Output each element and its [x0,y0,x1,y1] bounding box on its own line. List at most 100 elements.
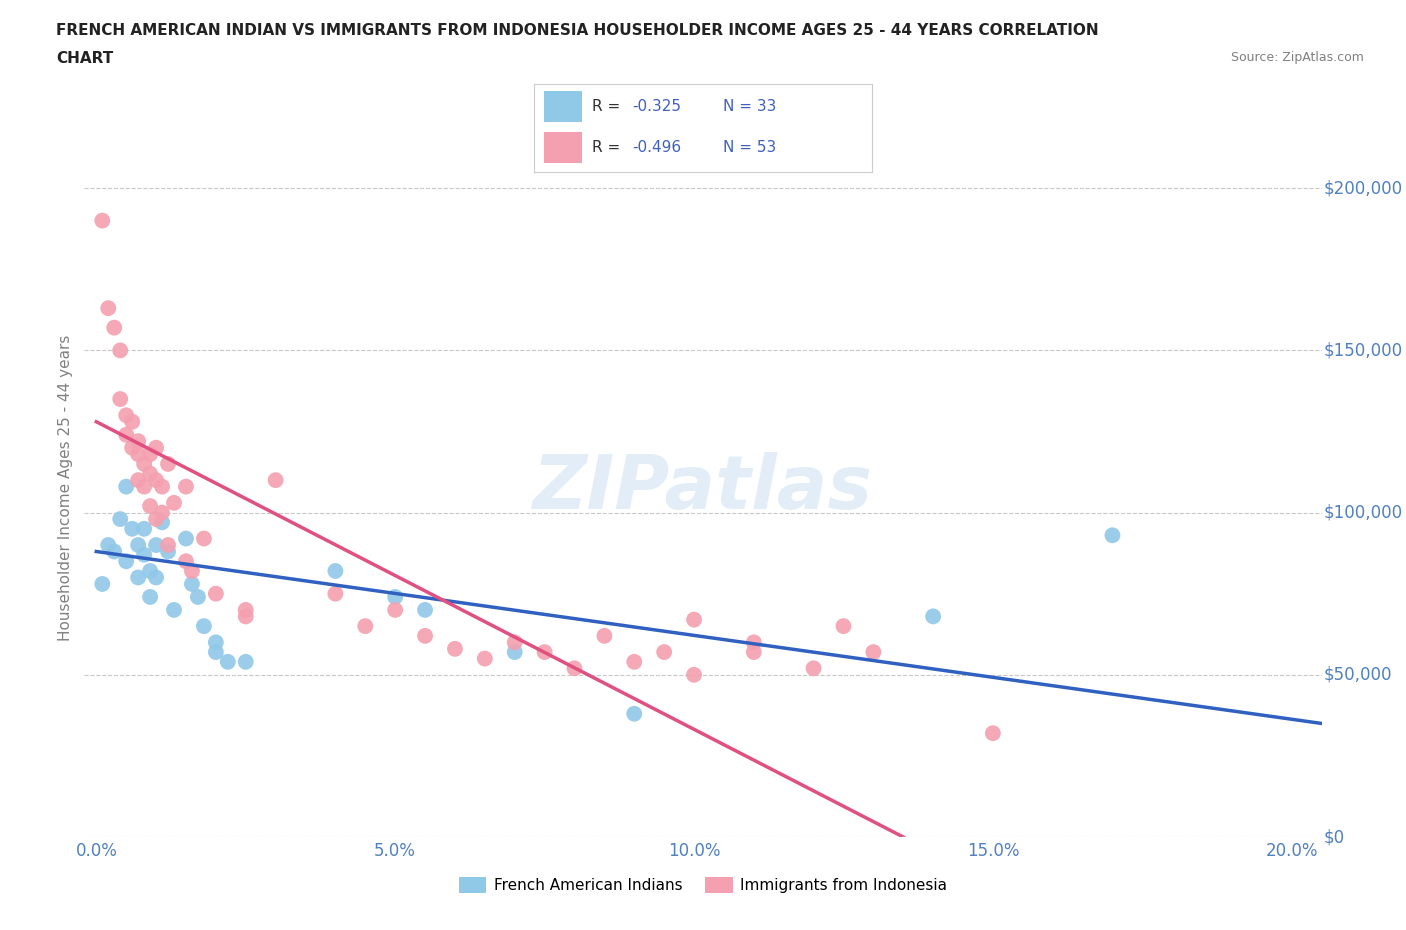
Point [235,603,257,618]
Text: N = 53: N = 53 [723,140,776,154]
Point [134,548,156,563]
Point [139,498,162,513]
Point [115,479,138,494]
Point [97,538,120,552]
Point [922,609,945,624]
Point [413,629,436,644]
Point [862,644,884,659]
Point [145,570,167,585]
Point [110,512,132,526]
Point [115,427,138,442]
Point [193,618,215,633]
Text: $100,000: $100,000 [1324,503,1403,522]
Point [145,440,167,455]
Point [742,644,765,659]
Bar [544,91,582,122]
Point [150,505,173,520]
Point [742,635,765,650]
Point [832,618,855,633]
Point [157,544,180,559]
Point [121,440,143,455]
Point [533,644,555,659]
Point [127,472,149,487]
Point [127,446,149,461]
Point [103,544,125,559]
Point [139,446,162,461]
Point [110,343,132,358]
Point [150,479,173,494]
Point [623,655,645,670]
Point [157,538,180,552]
Point [97,300,120,315]
Point [163,496,186,511]
Point [187,590,209,604]
Text: $200,000: $200,000 [1324,179,1403,197]
Point [139,590,162,604]
Point [145,472,167,487]
Point [325,586,347,601]
Point [134,522,156,537]
Text: CHART: CHART [56,51,114,66]
Point [145,512,167,526]
Point [103,320,125,335]
Point [163,603,186,618]
Point [593,629,616,644]
Point [384,590,406,604]
Bar [544,132,582,164]
Point [139,564,162,578]
Y-axis label: Householder Income Ages 25 - 44 years: Householder Income Ages 25 - 44 years [58,335,73,642]
Point [354,618,377,633]
Text: -0.325: -0.325 [633,99,681,113]
Point [217,655,239,670]
Point [127,570,149,585]
Point [384,603,406,618]
Legend: French American Indians, Immigrants from Indonesia: French American Indians, Immigrants from… [453,870,953,899]
Point [413,603,436,618]
Point [193,531,215,546]
Point [325,564,347,578]
Point [115,553,138,568]
Point [205,635,228,650]
Point [145,538,167,552]
Point [150,515,173,530]
Point [174,553,197,568]
Point [181,564,204,578]
Point [503,635,526,650]
Point [235,609,257,624]
Text: FRENCH AMERICAN INDIAN VS IMMIGRANTS FROM INDONESIA HOUSEHOLDER INCOME AGES 25 -: FRENCH AMERICAN INDIAN VS IMMIGRANTS FRO… [56,23,1099,38]
Point [1101,528,1123,543]
Point [121,414,143,429]
Point [174,531,197,546]
Point [91,213,114,228]
Point [110,392,132,406]
Point [121,522,143,537]
Point [127,433,149,448]
Point [803,661,825,676]
Point [134,479,156,494]
Point [115,408,138,423]
Point [264,472,287,487]
Point [444,642,467,657]
Point [503,644,526,659]
Point [564,661,586,676]
Point [652,644,675,659]
Text: $50,000: $50,000 [1324,666,1392,684]
Point [235,655,257,670]
Point [174,479,197,494]
Point [623,706,645,721]
Point [205,644,228,659]
Text: Source: ZipAtlas.com: Source: ZipAtlas.com [1230,51,1364,64]
Text: -0.496: -0.496 [633,140,682,154]
Point [683,612,706,627]
Point [181,577,204,591]
Text: R =: R = [592,99,624,113]
Text: $150,000: $150,000 [1324,341,1403,359]
Point [139,466,162,481]
Point [205,586,228,601]
Point [157,457,180,472]
Point [474,651,496,666]
Point [981,725,1004,740]
Text: R =: R = [592,140,624,154]
Point [683,668,706,683]
Point [134,457,156,472]
